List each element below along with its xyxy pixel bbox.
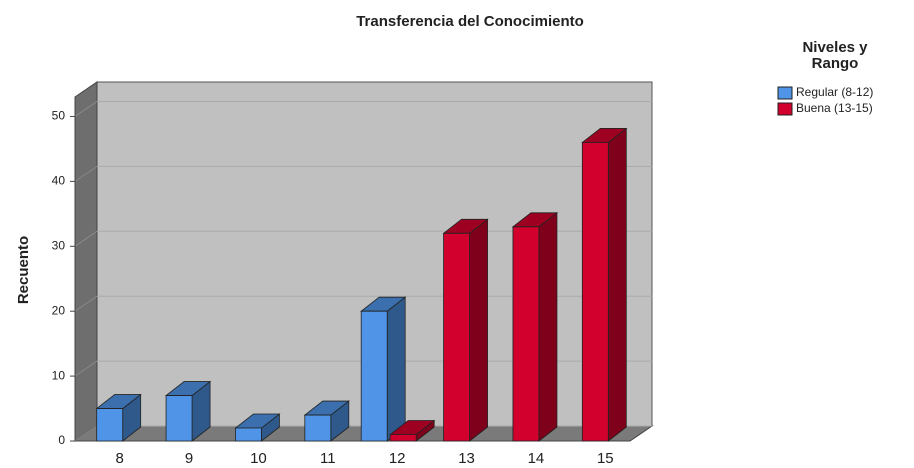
bar — [389, 419, 436, 442]
bar-face — [538, 211, 558, 442]
chart-title: Transferencia del Conocimiento — [356, 13, 584, 30]
grid-line — [74, 295, 98, 312]
bar-face — [304, 414, 332, 442]
bar-face — [96, 408, 124, 442]
bar-face — [386, 296, 406, 442]
bar-face — [607, 127, 627, 442]
bar — [360, 296, 407, 442]
grid-line — [74, 360, 98, 377]
bar-face — [469, 218, 488, 442]
legend-label: Buena (13-15) — [796, 101, 873, 115]
x-tick-label: 12 — [389, 450, 406, 467]
y-tick-label: 50 — [52, 109, 66, 123]
x-tick-label: 11 — [320, 450, 336, 467]
bar — [511, 211, 559, 442]
y-tick-label: 30 — [52, 238, 66, 252]
bar — [581, 127, 628, 442]
bar — [95, 393, 142, 442]
x-tick-label: 10 — [250, 450, 267, 467]
x-tick-label: 15 — [597, 450, 614, 467]
y-tick-label: 20 — [52, 303, 66, 317]
grid-line — [74, 165, 98, 182]
x-tick-label: 14 — [528, 450, 545, 467]
grid-line — [74, 425, 98, 442]
legend-title: Niveles y Rango — [802, 39, 868, 72]
bar — [164, 380, 212, 442]
bar — [234, 413, 281, 442]
bar-face — [360, 310, 388, 442]
legend-swatch — [777, 86, 793, 100]
bar-face — [443, 232, 470, 442]
grid-line — [74, 230, 98, 247]
bar — [442, 218, 489, 442]
grid-line — [74, 101, 98, 117]
bar-face — [235, 427, 262, 442]
x-tick-label: 9 — [185, 450, 193, 467]
y-tick-label: 10 — [52, 368, 66, 382]
bar-face — [512, 226, 540, 442]
legend-label: Regular (8-12) — [796, 85, 873, 99]
y-tick-label: 40 — [52, 174, 66, 188]
y-axis-label: Recuento — [15, 236, 32, 304]
bar-face — [165, 395, 193, 442]
y-tick-label: 0 — [58, 433, 65, 447]
x-tick-label: 8 — [116, 450, 124, 467]
bar-face — [389, 434, 417, 442]
legend-swatch — [777, 102, 793, 116]
bar — [303, 400, 350, 442]
bar-face — [581, 142, 609, 442]
side-wall — [74, 81, 98, 442]
x-tick-label: 13 — [458, 450, 475, 467]
